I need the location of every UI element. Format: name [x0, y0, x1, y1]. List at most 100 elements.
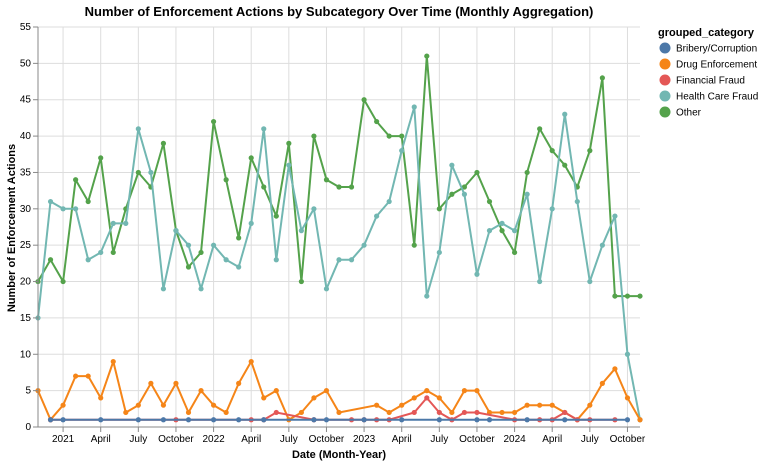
data-point-other [198, 249, 204, 256]
data-point-other [323, 177, 330, 183]
data-point-other [511, 249, 518, 256]
x-tick-label: October [309, 434, 345, 445]
x-tick-label: 2023 [353, 434, 376, 445]
data-point-other [273, 213, 279, 219]
data-point-health-care-fraud [110, 220, 116, 226]
data-point-other [236, 235, 242, 241]
data-point-health-care-fraud [399, 148, 405, 154]
data-point-other [386, 133, 392, 139]
data-point-drug-enforcement [185, 409, 192, 416]
data-point-health-care-fraud [386, 198, 392, 205]
data-point-health-care-fraud [336, 257, 342, 263]
data-point-other [210, 118, 217, 125]
data-point-other [286, 140, 292, 146]
data-point-drug-enforcement [424, 388, 430, 394]
data-point-health-care-fraud [98, 249, 104, 256]
y-tick-label: 30 [20, 204, 32, 215]
legend: grouped_category Bribery/Corruption Drug … [658, 27, 758, 119]
data-point-bribery-corruption [562, 417, 568, 423]
x-tick-label: July [581, 434, 599, 445]
data-point-drug-enforcement [612, 366, 618, 372]
data-point-health-care-fraud [511, 228, 518, 234]
data-point-health-care-fraud [160, 286, 167, 292]
data-point-drug-enforcement [248, 358, 254, 365]
y-tick-label: 40 [20, 131, 32, 142]
legend-label-other: Other [676, 108, 702, 119]
data-point-other [374, 118, 380, 125]
data-point-health-care-fraud [261, 126, 267, 132]
data-point-other [223, 177, 229, 183]
x-tick-label: April [241, 434, 261, 445]
data-point-other [612, 293, 618, 299]
axes: 0 5 10 15 20 25 30 35 40 45 50 55 2021 April July Octob… [20, 22, 646, 445]
data-point-bribery-corruption [524, 417, 530, 423]
y-tick-label: 50 [20, 58, 32, 69]
data-point-health-care-fraud [223, 257, 229, 263]
x-tick-label: 2022 [202, 434, 225, 445]
x-tick-label: April [392, 434, 412, 445]
data-point-bribery-corruption [60, 417, 66, 423]
data-point-health-care-fraud [474, 271, 480, 277]
data-point-health-care-fraud [273, 257, 279, 263]
data-point-health-care-fraud [562, 111, 568, 117]
data-point-drug-enforcement [210, 402, 217, 408]
data-point-other [624, 293, 631, 299]
data-point-bribery-corruption [261, 417, 267, 423]
data-point-drug-enforcement [436, 395, 442, 401]
data-point-financial-fraud [436, 409, 442, 416]
legend-swatch-drug-enforcement [659, 58, 671, 70]
data-point-health-care-fraud [173, 228, 179, 234]
data-point-health-care-fraud [85, 257, 91, 263]
data-point-bribery-corruption [236, 417, 242, 423]
data-point-health-care-fraud [123, 220, 129, 226]
data-point-other [98, 155, 104, 161]
data-point-health-care-fraud [486, 228, 493, 234]
legend-swatch-financial-fraud [659, 74, 671, 86]
data-point-other [461, 184, 468, 190]
data-point-health-care-fraud [73, 206, 79, 212]
data-point-other [449, 191, 455, 197]
data-point-health-care-fraud [361, 242, 367, 248]
data-point-health-care-fraud [185, 242, 192, 248]
data-point-bribery-corruption [361, 417, 367, 423]
data-point-health-care-fraud [210, 242, 217, 248]
x-tick-label: October [610, 434, 646, 445]
x-tick-label: October [459, 434, 495, 445]
data-point-drug-enforcement [336, 409, 342, 416]
series-line-health-care-fraud [37, 106, 641, 420]
data-point-health-care-fraud [135, 126, 141, 132]
data-point-drug-enforcement [323, 388, 330, 394]
data-point-drug-enforcement [461, 388, 468, 394]
data-point-financial-fraud [474, 409, 480, 416]
data-point-drug-enforcement [599, 380, 605, 386]
x-tick-label: 2021 [52, 434, 75, 445]
y-tick-label: 10 [20, 349, 32, 360]
data-point-health-care-fraud [612, 213, 618, 219]
data-point-other [424, 53, 430, 59]
x-tick-label: April [542, 434, 562, 445]
data-point-drug-enforcement [261, 395, 267, 401]
x-tick-label: July [129, 434, 147, 445]
data-point-other [474, 169, 480, 176]
data-point-other [160, 140, 167, 146]
data-point-drug-enforcement [236, 380, 242, 386]
data-point-bribery-corruption [323, 417, 330, 423]
data-point-health-care-fraud [524, 191, 530, 197]
x-tick-label: April [91, 434, 111, 445]
data-point-bribery-corruption [135, 417, 141, 423]
data-point-health-care-fraud [47, 198, 54, 205]
data-point-health-care-fraud [374, 213, 380, 219]
data-point-bribery-corruption [47, 417, 54, 423]
data-point-drug-enforcement [449, 409, 455, 416]
data-point-other [60, 278, 66, 285]
data-point-drug-enforcement [624, 395, 631, 401]
data-point-drug-enforcement [135, 402, 141, 408]
data-point-drug-enforcement [60, 402, 66, 408]
data-point-health-care-fraud [461, 191, 468, 197]
data-point-financial-fraud [424, 395, 430, 401]
data-point-other [110, 249, 116, 256]
data-point-drug-enforcement [386, 409, 392, 416]
data-point-bribery-corruption [160, 417, 167, 423]
data-point-drug-enforcement [110, 358, 116, 365]
